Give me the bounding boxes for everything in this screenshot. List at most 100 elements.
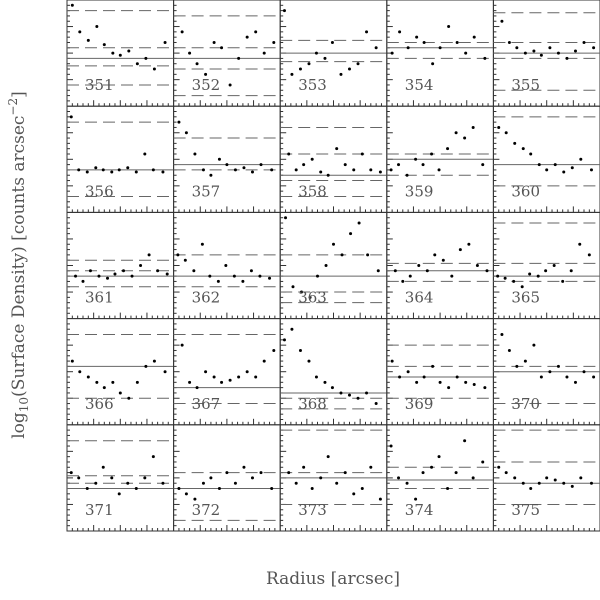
data-point <box>147 253 151 257</box>
data-point <box>224 264 228 267</box>
data-point <box>152 67 156 71</box>
data-point <box>441 258 445 262</box>
data-point <box>204 72 208 76</box>
data-point <box>455 375 459 379</box>
data-point <box>512 279 516 283</box>
data-point <box>592 46 596 50</box>
data-point <box>515 364 519 368</box>
data-point <box>532 343 536 347</box>
data-point <box>496 274 500 278</box>
data-point <box>406 370 410 374</box>
data-point <box>421 163 425 167</box>
data-point <box>521 481 525 485</box>
data-point <box>504 131 508 135</box>
data-point <box>294 168 298 172</box>
data-point <box>245 35 249 39</box>
data-point <box>233 168 237 172</box>
data-point <box>287 152 291 156</box>
data-point <box>529 152 533 156</box>
data-point <box>188 380 192 384</box>
data-point <box>212 375 216 379</box>
data-point <box>405 173 409 177</box>
data-point <box>245 370 249 374</box>
data-point <box>356 396 360 400</box>
data-point <box>323 380 327 384</box>
data-point <box>374 402 378 406</box>
data-point <box>365 30 369 34</box>
data-point <box>144 56 148 60</box>
data-point <box>195 386 199 390</box>
data-point <box>121 269 125 273</box>
data-point <box>184 131 188 135</box>
y-label-sup: −2 <box>6 98 20 116</box>
data-point <box>422 40 426 44</box>
data-point <box>161 170 165 174</box>
panel-label: 354 <box>405 76 434 94</box>
data-point <box>259 471 263 475</box>
data-point <box>69 471 73 475</box>
data-point <box>94 166 98 170</box>
data-point <box>287 471 291 475</box>
data-point <box>294 481 298 485</box>
data-point <box>225 163 229 167</box>
data-point <box>209 173 213 177</box>
data-point <box>282 338 286 342</box>
data-point <box>176 253 180 257</box>
data-point <box>126 166 130 170</box>
panel-frame <box>173 424 281 532</box>
data-point <box>515 46 519 50</box>
data-point <box>415 380 419 384</box>
data-point <box>415 35 419 39</box>
data-point <box>163 370 167 374</box>
data-point <box>88 269 92 273</box>
data-point <box>433 253 437 257</box>
data-point <box>161 481 165 485</box>
data-point <box>343 163 347 167</box>
data-point <box>233 481 237 485</box>
panel-label: 353 <box>298 76 327 94</box>
data-point <box>552 264 556 267</box>
data-point <box>339 72 343 76</box>
data-point <box>180 343 184 347</box>
data-point <box>503 276 507 280</box>
panel-label: 365 <box>511 289 540 307</box>
data-point <box>254 30 258 34</box>
data-point <box>259 163 263 167</box>
data-point <box>151 168 155 172</box>
data-point <box>106 276 110 280</box>
data-point <box>86 38 90 42</box>
panel-label: 359 <box>405 182 434 200</box>
data-point <box>127 49 131 53</box>
data-point <box>389 444 393 448</box>
panel-label: 356 <box>85 182 114 200</box>
data-point <box>365 391 369 395</box>
data-point <box>507 40 511 44</box>
data-point <box>177 487 181 491</box>
data-point <box>521 147 525 151</box>
data-point <box>454 131 458 135</box>
data-point <box>111 380 115 384</box>
data-point <box>497 465 501 469</box>
data-point <box>232 274 236 278</box>
data-point <box>417 264 421 267</box>
data-point <box>201 481 205 485</box>
data-point <box>262 51 266 55</box>
data-point <box>241 279 245 283</box>
data-point <box>544 269 548 273</box>
data-point <box>343 471 347 475</box>
data-point <box>349 232 353 236</box>
data-point <box>401 279 405 283</box>
data-point <box>307 359 311 363</box>
panel-label: 360 <box>511 182 540 200</box>
data-point <box>165 272 169 276</box>
data-point <box>513 476 517 480</box>
data-point <box>308 295 312 299</box>
data-point <box>101 168 105 172</box>
data-point <box>86 375 90 379</box>
data-point <box>548 46 552 50</box>
data-point <box>481 163 485 167</box>
data-point <box>77 168 81 172</box>
data-point <box>237 56 241 60</box>
data-point <box>193 497 197 501</box>
